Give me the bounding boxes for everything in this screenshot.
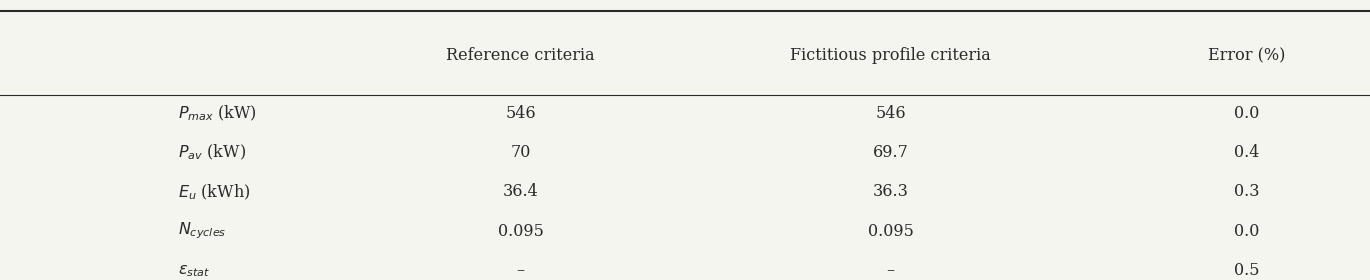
Text: 0.0: 0.0 [1234, 105, 1259, 122]
Text: 0.0: 0.0 [1234, 223, 1259, 239]
Text: 546: 546 [875, 105, 906, 122]
Text: –: – [516, 262, 525, 279]
Text: –: – [886, 262, 895, 279]
Text: 0.5: 0.5 [1234, 262, 1259, 279]
Text: 0.095: 0.095 [497, 223, 544, 239]
Text: Reference criteria: Reference criteria [447, 48, 595, 64]
Text: Error (%): Error (%) [1208, 48, 1285, 64]
Text: $\mathit{P}_{\mathit{av}}$ (kW): $\mathit{P}_{\mathit{av}}$ (kW) [178, 143, 247, 162]
Text: $\mathit{P}_{\mathit{max}}$ (kW): $\mathit{P}_{\mathit{max}}$ (kW) [178, 104, 258, 123]
Text: 0.095: 0.095 [867, 223, 914, 239]
Text: 36.3: 36.3 [873, 183, 908, 200]
Text: $\mathit{N}_{\mathit{cycles}}$: $\mathit{N}_{\mathit{cycles}}$ [178, 221, 226, 241]
Text: 0.4: 0.4 [1234, 144, 1259, 161]
Text: 69.7: 69.7 [873, 144, 908, 161]
Text: $\mathit{ε}_{\mathit{stat}}$: $\mathit{ε}_{\mathit{stat}}$ [178, 262, 211, 279]
Text: Fictitious profile criteria: Fictitious profile criteria [790, 48, 991, 64]
Text: 70: 70 [511, 144, 530, 161]
Text: 546: 546 [506, 105, 536, 122]
Text: 0.3: 0.3 [1234, 183, 1259, 200]
Text: 36.4: 36.4 [503, 183, 538, 200]
Text: $\mathit{E}_{\mathit{u}}$ (kWh): $\mathit{E}_{\mathit{u}}$ (kWh) [178, 182, 251, 202]
